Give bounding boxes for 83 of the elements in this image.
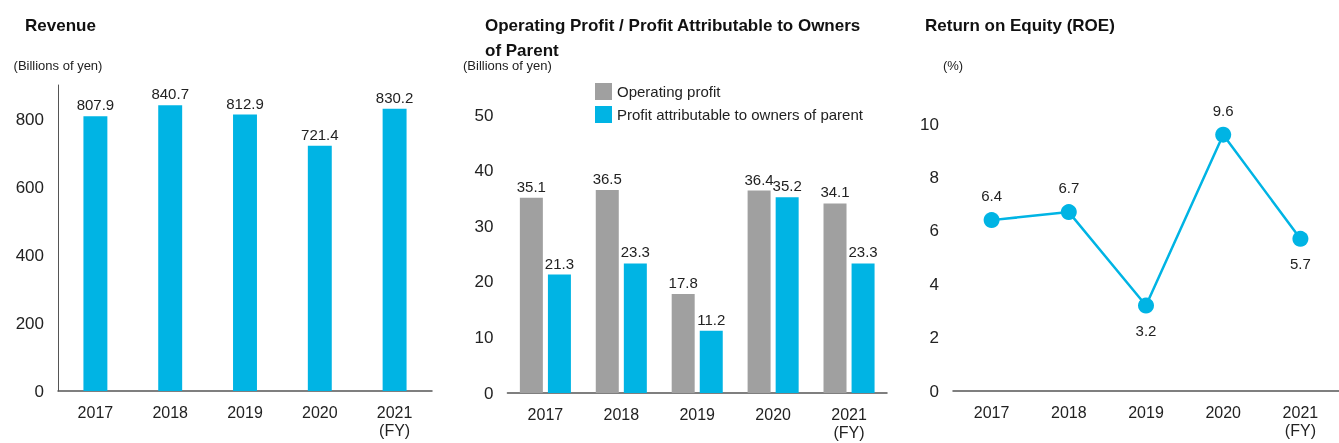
y-tick-label: 40 <box>474 161 494 181</box>
y-tick-label: 2 <box>929 328 939 348</box>
data-label: 11.2 <box>697 310 726 328</box>
bar <box>775 197 799 393</box>
x-axis-title: (FY) <box>1284 421 1316 439</box>
y-axis-title: (%) <box>942 58 964 73</box>
data-label: 17.8 <box>668 274 698 292</box>
data-label: 5.7 <box>1289 254 1311 272</box>
data-label: 35.2 <box>772 177 802 195</box>
data-label: 9.6 <box>1212 101 1234 119</box>
chart-title: Operating Profit / Profit Attributable to Owners of Parent <box>485 16 865 60</box>
y-tick-label: 400 <box>15 245 44 265</box>
x-tick-label: 2020 <box>755 405 792 423</box>
data-label: 21.3 <box>544 254 575 272</box>
bar <box>547 274 571 393</box>
data-label: 840.7 <box>151 85 189 103</box>
data-label: 3.2 <box>1135 321 1157 339</box>
chart-title: Revenue <box>25 16 96 35</box>
data-label: 23.3 <box>848 243 878 261</box>
point <box>1292 230 1309 247</box>
x-tick-label: 2021 <box>831 405 867 423</box>
data-label: 36.5 <box>592 170 622 188</box>
bar <box>671 294 695 393</box>
x-tick-label: 2019 <box>679 405 716 423</box>
bar <box>851 263 875 393</box>
data-label: 807.9 <box>76 96 115 114</box>
y-tick-label: 20 <box>474 272 494 292</box>
point <box>1138 297 1154 314</box>
data-label: 23.3 <box>620 243 650 261</box>
x-tick-label: 2019 <box>1128 403 1164 421</box>
bar <box>595 190 619 393</box>
x-tick-label: 2021 <box>1282 403 1319 421</box>
legend-label: Profit attributable to owners of parent <box>617 106 864 123</box>
data-label: 6.4 <box>981 187 1003 205</box>
bar <box>623 263 647 393</box>
data-label: 830.2 <box>375 88 414 106</box>
bar <box>747 190 771 393</box>
data-label: 36.4 <box>744 170 774 188</box>
x-tick-label: 2017 <box>973 403 1010 421</box>
x-tick-label: 2017 <box>527 405 564 423</box>
y-tick-label: 200 <box>15 313 44 333</box>
y-tick-label: 0 <box>483 383 494 403</box>
bar <box>83 116 108 391</box>
x-tick-label: 2020 <box>302 403 338 421</box>
data-label: 812.9 <box>226 94 264 112</box>
y-tick-label: 4 <box>929 274 939 294</box>
y-tick-label: 8 <box>929 167 939 187</box>
y-axis-title: (Billions of yen) <box>463 58 552 73</box>
legend-label: Operating profit <box>617 83 722 100</box>
x-tick-label: 2017 <box>77 403 114 421</box>
y-tick-label: 50 <box>474 105 494 125</box>
bar <box>823 203 847 393</box>
bar <box>519 197 543 393</box>
x-axis-title: (FY) <box>379 421 411 439</box>
data-label: 721.4 <box>301 125 339 143</box>
y-tick-label: 10 <box>920 114 939 134</box>
y-tick-label: 30 <box>474 216 494 236</box>
bar <box>382 108 407 391</box>
bar <box>699 330 723 393</box>
point <box>1215 126 1232 143</box>
y-tick-label: 0 <box>929 381 939 401</box>
x-tick-label: 2018 <box>603 405 640 423</box>
bar <box>233 114 257 391</box>
y-axis-title: (Billions of yen) <box>13 58 103 73</box>
point <box>983 212 1000 229</box>
point <box>1060 204 1077 221</box>
x-tick-label: 2018 <box>1051 403 1087 421</box>
y-tick-label: 800 <box>15 109 44 129</box>
x-tick-label: 2020 <box>1205 403 1242 421</box>
y-tick-label: 0 <box>34 381 44 401</box>
data-label: 35.1 <box>516 177 546 195</box>
y-tick-label: 600 <box>15 177 44 197</box>
data-label: 6.7 <box>1058 179 1080 197</box>
data-label: 34.1 <box>820 183 850 201</box>
y-tick-label: 6 <box>929 221 939 241</box>
bar <box>307 145 332 391</box>
x-tick-label: 2018 <box>152 403 189 421</box>
x-axis-title: (FY) <box>833 423 865 441</box>
x-tick-label: 2019 <box>227 403 263 421</box>
y-tick-label: 10 <box>474 327 494 347</box>
chart-title: Return on Equity (ROE) <box>925 16 1115 35</box>
x-tick-label: 2021 <box>376 403 413 421</box>
bar <box>158 105 183 391</box>
